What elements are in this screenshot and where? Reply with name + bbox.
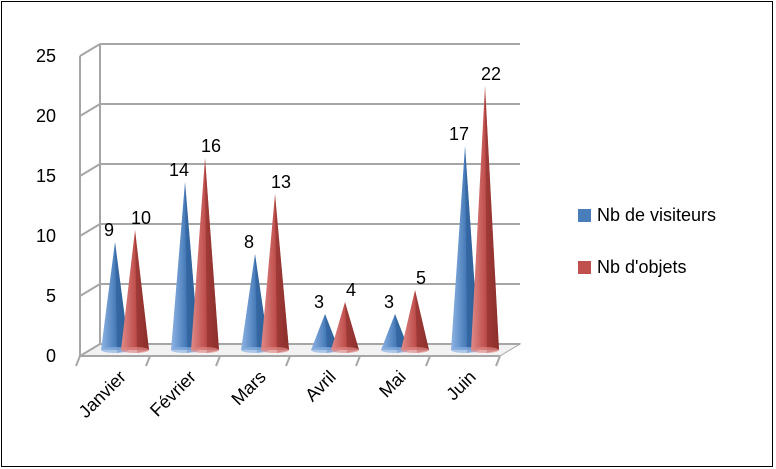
x-tick-mark bbox=[355, 355, 361, 367]
x-tick-mark bbox=[425, 355, 431, 367]
gridline-depth bbox=[79, 103, 101, 117]
legend-swatch bbox=[578, 209, 591, 222]
x-category-label: Janvier bbox=[75, 367, 130, 422]
cone-shade bbox=[205, 158, 219, 353]
x-tick-mark bbox=[495, 355, 501, 367]
x-category-label: Mai bbox=[375, 367, 410, 402]
x-tick-mark bbox=[75, 355, 81, 367]
legend-swatch bbox=[578, 261, 591, 274]
y-tick-label: 0 bbox=[46, 346, 56, 366]
gridline-depth bbox=[79, 43, 101, 57]
x-category-label: Février bbox=[146, 367, 200, 421]
data-label: 22 bbox=[481, 64, 501, 84]
gridline-depth bbox=[79, 223, 101, 237]
data-label: 5 bbox=[416, 268, 426, 288]
cone-shade bbox=[275, 194, 289, 353]
data-label: 9 bbox=[104, 220, 114, 240]
gridline-depth bbox=[79, 163, 101, 177]
cone-shade bbox=[485, 86, 499, 353]
x-tick-mark bbox=[145, 355, 151, 367]
data-label: 3 bbox=[314, 292, 324, 312]
cone-base bbox=[401, 347, 429, 353]
y-tick-label: 20 bbox=[36, 106, 56, 126]
data-label: 16 bbox=[201, 136, 221, 156]
x-category-label: Avril bbox=[301, 367, 340, 406]
cone-shade bbox=[135, 230, 149, 353]
cone-base bbox=[191, 347, 219, 353]
x-tick-mark bbox=[215, 355, 221, 367]
cone-base bbox=[471, 347, 499, 353]
data-label: 3 bbox=[384, 292, 394, 312]
y-tick-label: 15 bbox=[36, 166, 56, 186]
y-tick-label: 10 bbox=[36, 226, 56, 246]
x-category-label: Mars bbox=[227, 367, 269, 409]
cone-base bbox=[121, 347, 149, 353]
data-label: 8 bbox=[244, 232, 254, 252]
data-label: 14 bbox=[169, 160, 189, 180]
data-label: 10 bbox=[131, 208, 151, 228]
cone-base bbox=[331, 347, 359, 353]
x-tick-mark bbox=[285, 355, 291, 367]
data-label: 4 bbox=[346, 280, 356, 300]
y-tick-label: 5 bbox=[46, 286, 56, 306]
cone-base bbox=[261, 347, 289, 353]
cone-shade bbox=[345, 302, 359, 353]
cone-shade bbox=[415, 290, 429, 353]
legend-label: Nb de visiteurs bbox=[597, 205, 716, 225]
legend-label: Nb d'objets bbox=[597, 257, 687, 277]
x-category-label: Juin bbox=[442, 367, 479, 404]
data-label: 17 bbox=[449, 124, 469, 144]
y-tick-label: 25 bbox=[36, 46, 56, 66]
data-label: 13 bbox=[271, 172, 291, 192]
gridline-depth bbox=[79, 343, 101, 357]
gridline-depth bbox=[79, 283, 101, 297]
